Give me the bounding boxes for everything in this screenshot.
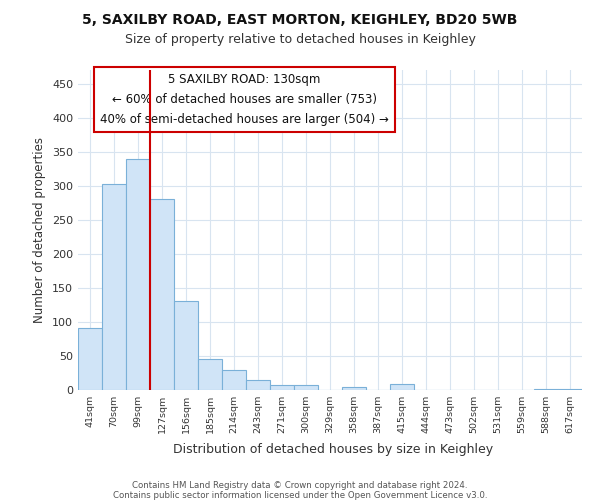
Text: Contains public sector information licensed under the Open Government Licence v3: Contains public sector information licen… [113, 491, 487, 500]
Bar [198, 358, 222, 390]
Text: Distribution of detached houses by size in Keighley: Distribution of detached houses by size … [173, 442, 493, 456]
Bar [270, 385, 294, 390]
Bar [150, 200, 174, 390]
Bar [222, 370, 246, 390]
Bar [102, 184, 126, 390]
Bar [174, 301, 198, 390]
Bar [78, 328, 102, 390]
Bar [342, 386, 366, 390]
Text: 5, SAXILBY ROAD, EAST MORTON, KEIGHLEY, BD20 5WB: 5, SAXILBY ROAD, EAST MORTON, KEIGHLEY, … [82, 12, 518, 26]
Text: Contains HM Land Registry data © Crown copyright and database right 2024.: Contains HM Land Registry data © Crown c… [132, 481, 468, 490]
Bar [246, 380, 270, 390]
Bar [534, 388, 558, 390]
Bar [126, 158, 150, 390]
Text: 5 SAXILBY ROAD: 130sqm
← 60% of detached houses are smaller (753)
40% of semi-de: 5 SAXILBY ROAD: 130sqm ← 60% of detached… [100, 73, 389, 126]
Bar [390, 384, 414, 390]
Y-axis label: Number of detached properties: Number of detached properties [34, 137, 46, 323]
Bar [558, 388, 582, 390]
Text: Size of property relative to detached houses in Keighley: Size of property relative to detached ho… [125, 32, 475, 46]
Bar [294, 385, 318, 390]
